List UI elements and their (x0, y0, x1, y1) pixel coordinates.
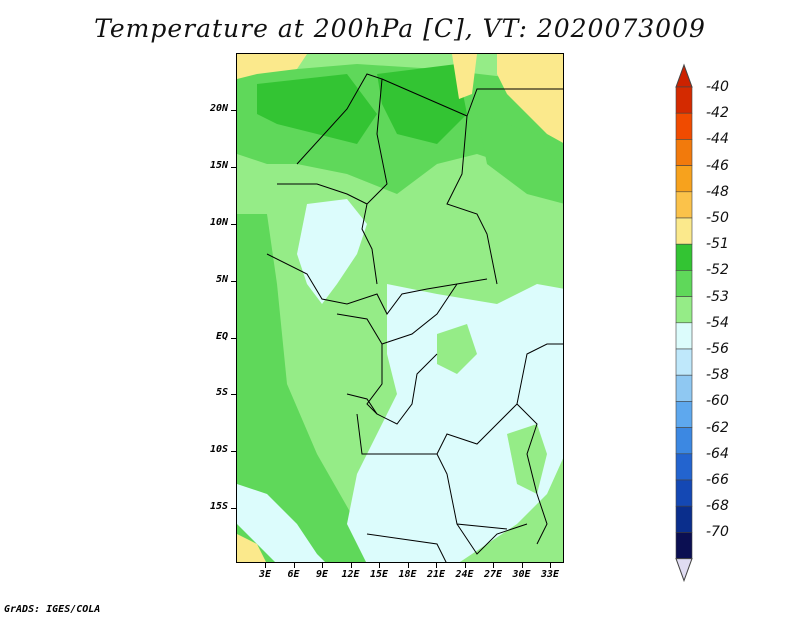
lon-label-33e: 33E (540, 569, 560, 580)
lat-label-5s: 5S (215, 387, 228, 398)
lat-tick (231, 394, 236, 395)
lon-label-21e: 21E (426, 569, 446, 580)
field-cyan-north (297, 199, 367, 304)
colorbar-swatch (675, 86, 693, 114)
lon-label-24e: 24E (455, 569, 474, 580)
colorbar-swatch (675, 270, 693, 297)
lon-label-3e: 3E (258, 569, 272, 580)
lon-tick (464, 563, 466, 568)
lon-tick (521, 563, 523, 568)
lon-label-12e: 12E (341, 569, 360, 580)
colorbar-swatch (675, 348, 693, 376)
lat-tick (231, 281, 236, 282)
colorbar-swatch (675, 479, 693, 507)
colorbar-swatch (675, 322, 693, 350)
colorbar-swatch (675, 532, 693, 559)
lon-label-30e: 30E (512, 569, 531, 580)
field-yellow-n (452, 54, 477, 99)
lat-label-10n: 10N (209, 217, 228, 228)
lon-tick (550, 563, 551, 568)
lon-label-18e: 18E (398, 569, 417, 580)
field-coastal-green (237, 214, 376, 562)
colorbar-label: -52 (706, 262, 729, 279)
colorbar-swatch (675, 191, 693, 219)
colorbar-swatch (675, 453, 693, 481)
lat-tick (231, 451, 236, 452)
colorbar-swatch (675, 243, 693, 271)
lon-label-9e: 9E (315, 569, 329, 580)
colorbar-label: -56 (706, 341, 729, 357)
lat-label-eq: EQ (215, 331, 228, 342)
lon-tick (350, 563, 352, 568)
lat-tick (231, 338, 236, 339)
colorbar-label: -54 (706, 314, 729, 331)
colorbar-top-arrow (675, 63, 693, 88)
lat-tick (231, 110, 236, 111)
field-dark-green-nw (257, 74, 377, 144)
lat-tick (231, 224, 236, 225)
colorbar-label: -51 (706, 236, 729, 253)
colorbar-swatch (675, 217, 693, 245)
colorbar-label: -62 (706, 419, 729, 436)
colorbar-label: -68 (706, 498, 729, 515)
lat-label-15n: 15N (209, 160, 228, 171)
lon-label-27e: 27E (483, 569, 503, 580)
lat-label-20n: 20N (209, 103, 228, 114)
colorbar-label: -40 (706, 79, 729, 95)
colorbar-swatch (675, 165, 693, 193)
colorbar-swatch (675, 427, 693, 455)
lat-label-10s: 10S (209, 444, 228, 455)
country-borders (266, 73, 563, 562)
colorbar-label: -70 (706, 524, 729, 541)
field-cyan-southwest (237, 484, 325, 562)
colorbar-label: -42 (706, 105, 729, 122)
lat-tick (231, 167, 236, 168)
colorbar-label: -46 (706, 157, 729, 174)
colorbar-label: -53 (706, 288, 729, 305)
map-canvas (237, 54, 563, 562)
colorbar-swatch (675, 296, 693, 324)
lat-label-5n: 5N (215, 274, 228, 285)
temperature-map (236, 53, 564, 563)
colorbar-swatch (675, 505, 693, 533)
field-green-patch-center (437, 324, 477, 374)
colorbar-label: -58 (706, 367, 729, 384)
lon-label-15e: 15E (369, 569, 389, 580)
field-ne-green (477, 114, 563, 204)
colorbar-label: -64 (706, 445, 729, 462)
lon-tick (436, 563, 437, 568)
lon-tick (265, 563, 266, 568)
colorbar-label: -48 (706, 183, 729, 200)
grads-credit: GrADS: IGES/COLA (4, 604, 101, 615)
lon-tick (493, 563, 494, 568)
colorbar-label: -44 (706, 131, 729, 148)
lon-tick (379, 563, 380, 568)
colorbar-bottom-arrow (675, 558, 693, 583)
colorbar-swatch (675, 401, 693, 428)
lon-label-6e: 6E (287, 569, 300, 580)
lat-tick (231, 508, 236, 509)
field-yellow-sw (237, 534, 266, 562)
lon-tick (407, 563, 409, 568)
field-cyan-core (347, 284, 563, 562)
chart-title: Temperature at 200hPa [C], VT: 202007300… (94, 14, 706, 43)
field-green-patch-se (507, 424, 547, 494)
lat-label-15s: 15S (209, 501, 228, 512)
field-yellow-ne (497, 54, 563, 143)
lon-tick (293, 563, 295, 568)
colorbar-label: -60 (706, 393, 729, 410)
lon-tick (322, 563, 323, 568)
field-dark-green-north (377, 64, 467, 144)
colorbar-label: -50 (706, 210, 729, 226)
colorbar-label: -66 (706, 472, 729, 488)
colorbar-swatch (675, 112, 693, 140)
colorbar-swatch (675, 374, 693, 402)
field-yellow-nw (237, 54, 307, 79)
colorbar-swatch (675, 139, 693, 166)
